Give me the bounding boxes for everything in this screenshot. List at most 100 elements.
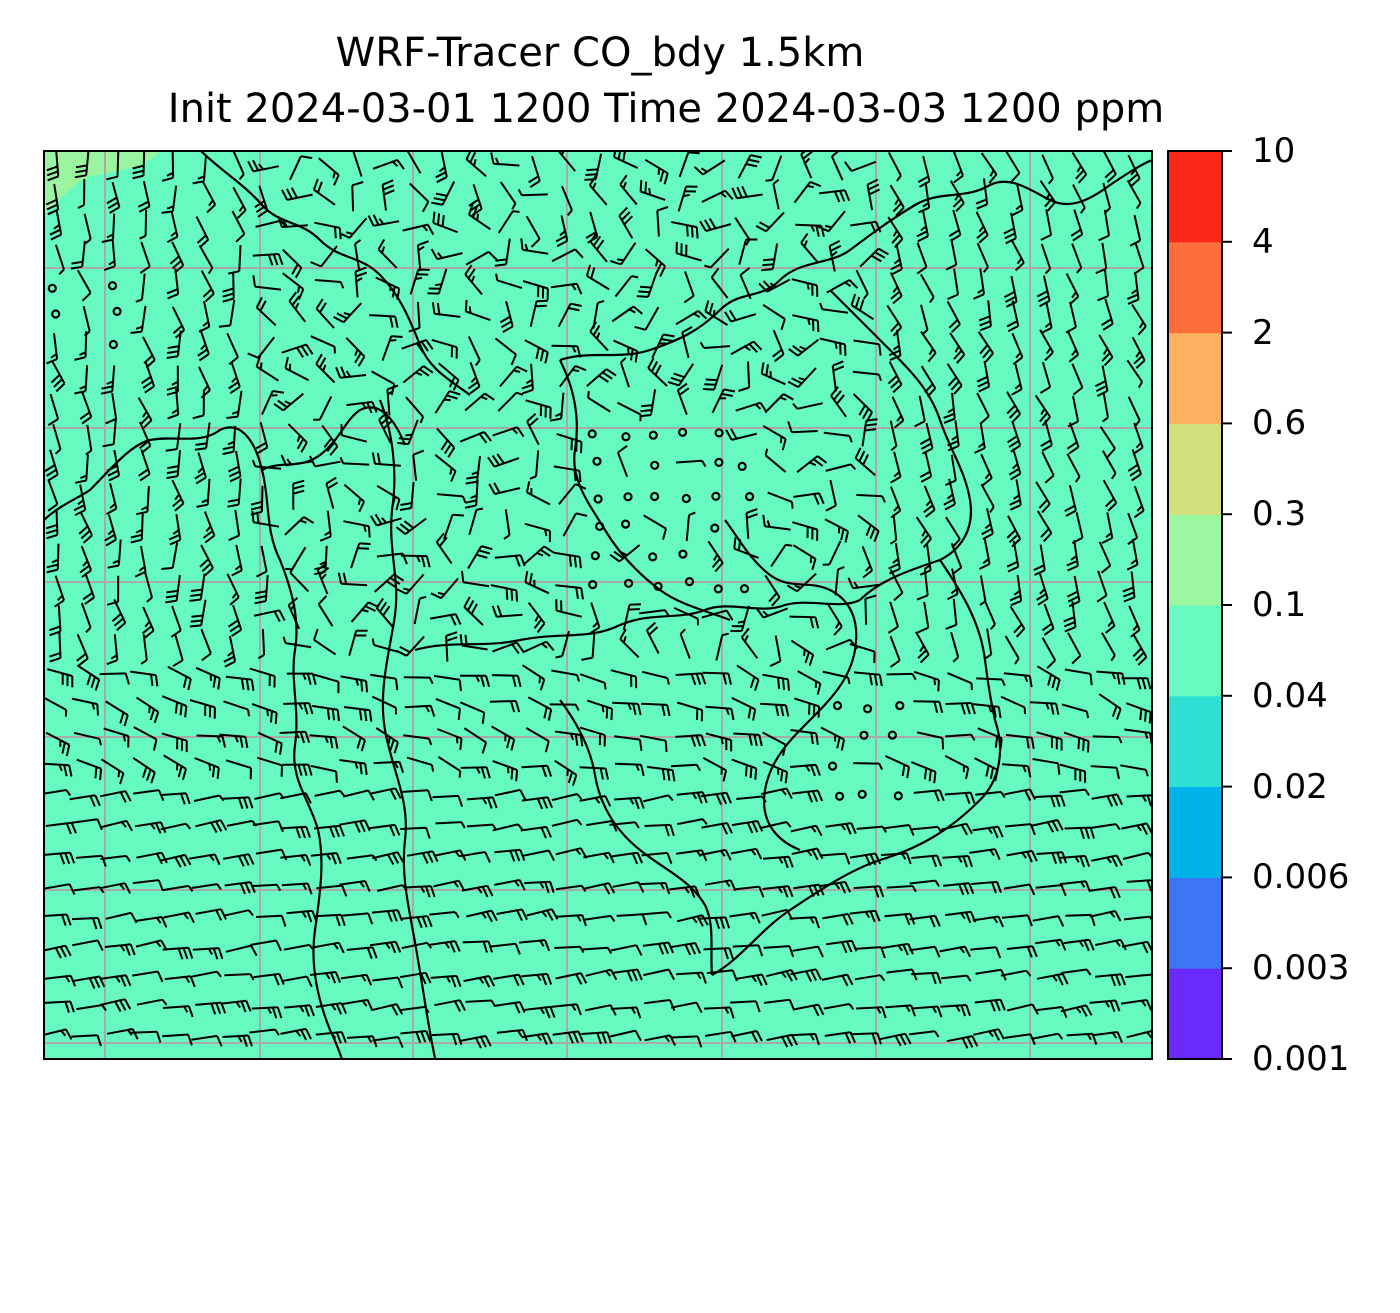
- wind-barb: [375, 597, 395, 629]
- wind-barb: [615, 762, 645, 777]
- wind-barb: [496, 908, 528, 922]
- wind-barb: [520, 825, 552, 839]
- wind-barb: [286, 672, 317, 685]
- wind-barb: [1011, 332, 1024, 365]
- wind-barb: [191, 883, 222, 891]
- wind-barb: [370, 673, 399, 691]
- wind-barb: [381, 179, 395, 211]
- wind-barb: [346, 400, 378, 414]
- wind-barb: [610, 669, 638, 689]
- wind-barb: [282, 272, 305, 300]
- wind-barb: [911, 854, 943, 867]
- wind-barb: [819, 337, 847, 356]
- wind-barb: [284, 1004, 315, 1017]
- wind-barb: [99, 998, 132, 1012]
- wind-barb: [162, 1033, 193, 1046]
- wind-barb: [792, 402, 823, 410]
- wind-barb: [1127, 396, 1141, 427]
- wind-barb: [849, 909, 881, 923]
- wind-barb: [161, 732, 188, 753]
- wind-barb: [1040, 243, 1052, 275]
- wind-barb: [1064, 485, 1077, 517]
- wind-barb: [339, 456, 370, 466]
- wind-barb: [52, 424, 62, 455]
- wind-barb: [705, 705, 735, 721]
- wind-barb: [222, 272, 235, 303]
- wind-barb: [970, 946, 1002, 959]
- wind-barb: [947, 568, 959, 601]
- colorbar-tick-label: 4: [1252, 221, 1274, 262]
- calm-marker: [832, 700, 843, 711]
- wind-barb: [762, 731, 787, 756]
- wind-barb: [643, 968, 675, 981]
- wind-barb: [192, 947, 224, 960]
- colorbar-tick-label: 0.04: [1252, 675, 1328, 716]
- wind-barb: [972, 825, 1004, 839]
- wind-barb: [284, 356, 310, 382]
- wind-barb: [251, 510, 280, 528]
- wind-barb: [856, 493, 886, 503]
- wind-barb: [315, 1031, 347, 1044]
- wind-barb: [288, 291, 306, 323]
- wind-barb: [1095, 973, 1127, 987]
- wind-barb: [253, 972, 285, 986]
- calm-marker: [593, 494, 603, 504]
- wind-barb: [464, 479, 479, 509]
- wind-barb: [225, 759, 252, 780]
- wind-barb: [337, 572, 368, 587]
- wind-barb: [1036, 573, 1049, 606]
- wind-barb: [981, 508, 994, 540]
- wind-barb: [492, 760, 519, 782]
- wind-barb: [639, 609, 670, 617]
- wind-barb: [1102, 479, 1118, 512]
- wind-barb: [888, 543, 901, 575]
- wind-barb: [314, 789, 345, 797]
- calm-marker: [684, 576, 695, 587]
- wind-barb: [940, 822, 973, 836]
- wind-barb: [255, 219, 286, 228]
- wind-barb: [292, 479, 305, 510]
- wind-barb: [133, 726, 158, 751]
- wind-barb: [132, 757, 156, 784]
- wind-barb: [438, 362, 460, 391]
- map-title-line-1: WRF-Tracer CO_bdy 1.5km: [335, 30, 865, 76]
- wind-barb: [820, 726, 846, 751]
- wind-barb: [280, 792, 312, 804]
- wind-barb: [166, 450, 181, 480]
- wind-barb: [76, 664, 101, 691]
- wind-barb: [354, 266, 368, 298]
- wind-barb: [1120, 764, 1149, 777]
- wind-barb: [671, 221, 699, 239]
- wind-barb: [255, 545, 268, 578]
- wind-barb: [434, 390, 461, 414]
- wind-barb: [983, 600, 996, 631]
- calm-marker: [678, 549, 688, 559]
- wind-barb: [189, 573, 206, 602]
- wind-barb: [886, 885, 917, 893]
- wind-barb: [736, 795, 767, 803]
- wind-barb: [699, 217, 732, 232]
- wind-barb: [909, 914, 941, 928]
- wind-barb: [700, 791, 732, 805]
- wind-barb: [825, 479, 837, 512]
- calm-marker: [857, 789, 867, 799]
- wind-barb: [819, 852, 851, 865]
- wind-barb: [466, 909, 498, 923]
- wind-barb: [1132, 633, 1148, 666]
- wind-barb: [99, 790, 132, 803]
- wind-barb: [581, 946, 613, 955]
- wind-barb: [679, 628, 691, 659]
- wind-barb: [490, 152, 520, 167]
- wind-barb: [1000, 695, 1026, 715]
- wind-barb: [103, 727, 130, 748]
- wind-barb: [74, 151, 90, 179]
- wind-barb: [579, 673, 607, 690]
- wind-barb: [459, 674, 491, 687]
- wind-barb: [287, 423, 308, 453]
- wind-barb: [977, 331, 994, 363]
- wind-barb: [315, 913, 346, 927]
- wind-barb: [676, 791, 708, 804]
- wind-barb: [552, 1030, 584, 1044]
- colorbar-tick-label: 0.001: [1252, 1039, 1350, 1079]
- wind-barb: [44, 974, 77, 987]
